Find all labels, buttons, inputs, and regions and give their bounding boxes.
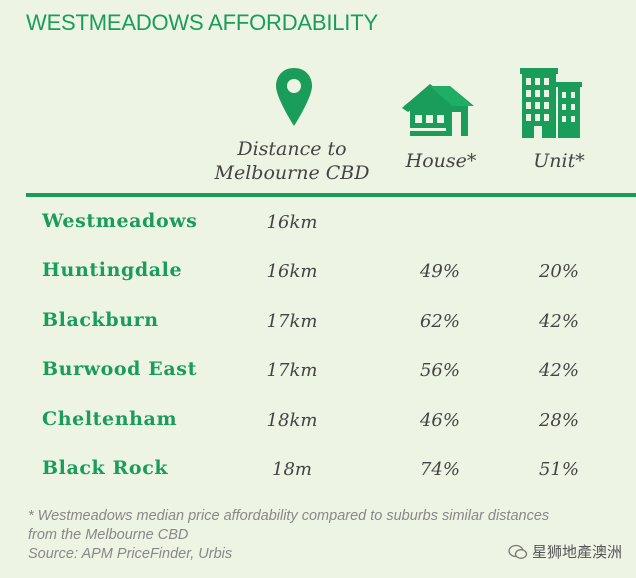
house-affordability-value: 74% <box>419 459 460 480</box>
table-row: Black Rock 18m 74% 51% <box>0 457 636 487</box>
unit-affordability-value: 42% <box>538 311 579 332</box>
table-row: Westmeadows 16km <box>0 210 636 240</box>
unit-affordability-value: 42% <box>538 360 579 381</box>
footnote-line1: * Westmeadows median price affordability… <box>28 508 550 524</box>
suburb-name: Black Rock <box>42 457 169 479</box>
footnote-source: Source: APM PriceFinder, Urbis <box>28 546 233 562</box>
wechat-icon <box>508 544 528 559</box>
column-header-distance-line1: Distance to <box>237 138 347 160</box>
column-header-distance-line2: Melbourne CBD <box>214 162 370 184</box>
suburb-name: Huntingdale <box>42 259 183 281</box>
suburb-name: Burwood East <box>42 358 197 380</box>
distance-value: 18m <box>272 459 312 480</box>
house-affordability-value: 56% <box>419 360 460 381</box>
unit-affordability-value: 20% <box>538 261 579 282</box>
unit-affordability-value: 28% <box>538 410 579 431</box>
map-pin-icon <box>276 68 312 126</box>
suburb-name: Blackburn <box>42 309 159 331</box>
table-row: Blackburn 17km 62% 42% <box>0 309 636 339</box>
distance-value: 16km <box>266 212 318 233</box>
apartment-building-icon <box>520 68 582 138</box>
column-header-house: House* <box>405 150 477 172</box>
watermark-text: 星狮地產澳洲 <box>531 543 622 561</box>
house-affordability-value: 62% <box>419 311 460 332</box>
header-divider <box>26 193 636 197</box>
footnote-line2: from the Melbourne CBD <box>28 527 189 543</box>
column-header-distance: Distance to Melbourne CBD <box>214 137 370 185</box>
house-affordability-value: 49% <box>419 261 460 282</box>
house-affordability-value: 46% <box>419 410 460 431</box>
table-row: Cheltenham 18km 46% 28% <box>0 408 636 438</box>
distance-value: 17km <box>266 360 318 381</box>
suburb-name: Cheltenham <box>42 408 178 430</box>
page-title: WESTMEADOWS AFFORDABILITY <box>26 10 378 35</box>
distance-value: 17km <box>266 311 318 332</box>
watermark: 星狮地產澳洲 <box>508 541 622 562</box>
table-row: Huntingdale 16km 49% 20% <box>0 259 636 289</box>
suburb-name: Westmeadows <box>42 210 198 232</box>
distance-value: 16km <box>266 261 318 282</box>
table-row: Burwood East 17km 56% 42% <box>0 358 636 388</box>
distance-value: 18km <box>266 410 318 431</box>
unit-affordability-value: 51% <box>538 459 579 480</box>
column-header-unit: Unit* <box>533 150 585 172</box>
house-icon <box>402 84 474 136</box>
